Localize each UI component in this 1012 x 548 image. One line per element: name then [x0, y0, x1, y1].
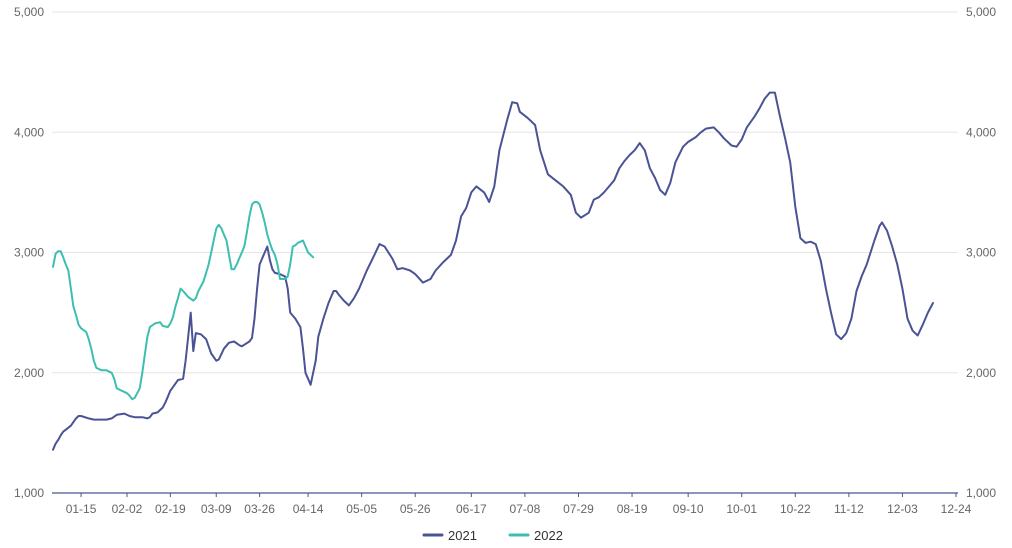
x-tick-label: 08-19	[617, 502, 648, 516]
legend-label-2021[interactable]: 2021	[448, 528, 477, 543]
x-tick-label: 10-01	[726, 502, 757, 516]
x-tick-label: 07-08	[510, 502, 541, 516]
y-tick-label-right: 5,000	[966, 5, 996, 19]
x-tick-label: 07-29	[563, 502, 594, 516]
y-tick-label-left: 5,000	[14, 5, 44, 19]
y-tick-label-right: 1,000	[966, 486, 996, 500]
x-tick-label: 06-17	[456, 502, 487, 516]
x-tick-label: 02-19	[155, 502, 186, 516]
x-tick-label: 09-10	[673, 502, 704, 516]
series-lines	[52, 91, 934, 451]
x-tick-label: 05-05	[346, 502, 377, 516]
y-tick-label-right: 3,000	[966, 246, 996, 260]
x-tick-label: 11-12	[834, 502, 864, 516]
y-tick-label-left: 2,000	[14, 366, 44, 380]
legend-label-2022[interactable]: 2022	[534, 528, 563, 543]
x-tick-label: 03-26	[244, 502, 275, 516]
x-tick-label: 05-26	[400, 502, 431, 516]
y-tick-label-left: 3,000	[14, 246, 44, 260]
x-tick-label: 12-03	[887, 502, 918, 516]
x-tick-label: 12-24	[941, 502, 972, 516]
y-tick-label-left: 1,000	[14, 486, 44, 500]
y-tick-label-right: 4,000	[966, 125, 996, 139]
x-tick-label: 02-02	[112, 502, 143, 516]
x-tick-label: 01-15	[66, 502, 97, 516]
x-tick-label: 03-09	[201, 502, 232, 516]
y-axis-left: 1,000 2,000 3,000 4,000 5,000	[14, 5, 44, 500]
legend: 2021 2022	[422, 528, 563, 543]
x-axis: 01-15 02-02 02-19 03-09 03-26 04-14 05-05 05-26…	[66, 493, 972, 516]
series-line-2021	[52, 91, 934, 451]
y-axis-right: 1,000 2,000 3,000 4,000 5,000	[966, 5, 996, 500]
y-tick-label-right: 2,000	[966, 366, 996, 380]
series-line-2022	[52, 201, 315, 401]
gridlines	[52, 11, 958, 374]
y-tick-label-left: 4,000	[14, 125, 44, 139]
x-tick-label: 04-14	[293, 502, 324, 516]
x-tick-label: 10-22	[780, 502, 811, 516]
